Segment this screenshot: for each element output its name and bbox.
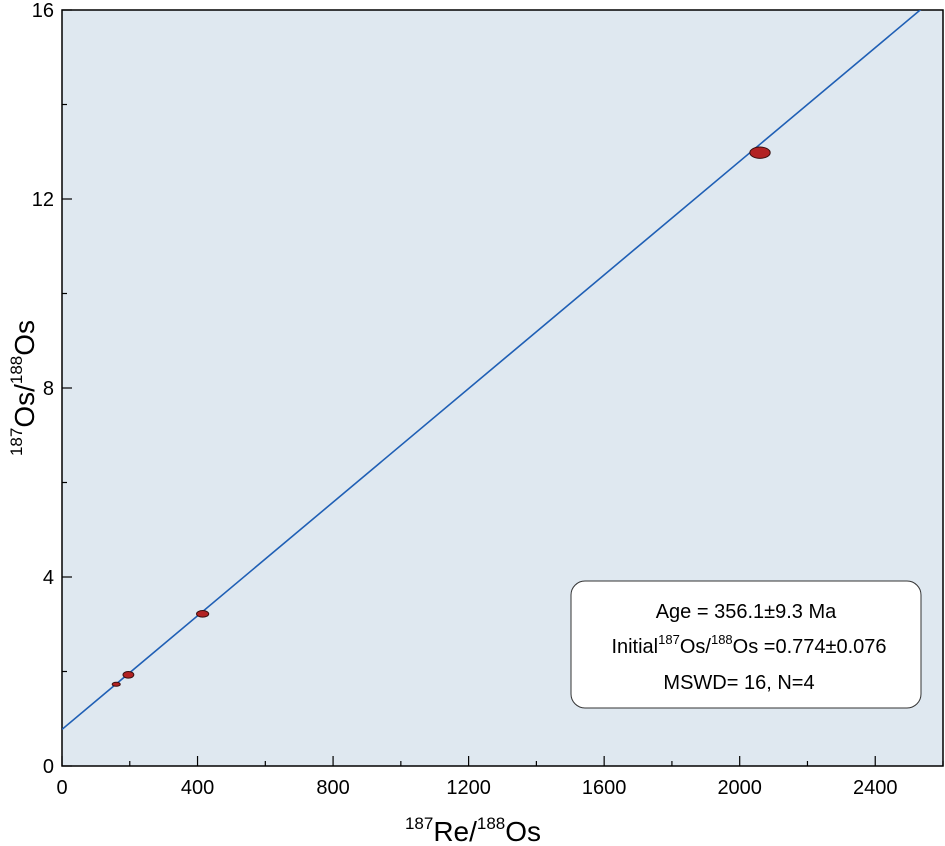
x-axis-label: 187Re/188Os <box>405 814 541 846</box>
x-tick-label: 2400 <box>853 777 898 799</box>
annotation-mswd: MSWD= 16, N=4 <box>663 672 814 694</box>
annotation-box: Age = 356.1±9.3 Ma Initial187Os/188Os =0… <box>570 580 922 709</box>
x-tick-label: 0 <box>56 777 67 799</box>
y-axis-ticks: 0 4 8 12 16 <box>32 0 72 778</box>
data-point-ellipse <box>196 610 210 618</box>
data-point-ellipse <box>749 146 771 159</box>
x-tick-label: 1200 <box>446 777 491 799</box>
y-tick-label: 16 <box>32 0 54 22</box>
y-tick-label: 0 <box>43 756 54 778</box>
data-points <box>111 146 771 687</box>
x-tick-label: 400 <box>181 777 214 799</box>
y-tick-label: 4 <box>43 567 54 589</box>
x-tick-label: 800 <box>316 777 349 799</box>
isochron-line <box>62 10 922 731</box>
y-tick-label: 12 <box>32 189 54 211</box>
data-point-ellipse <box>122 671 135 679</box>
x-tick-label: 1600 <box>582 777 627 799</box>
x-tick-label: 2000 <box>717 777 762 799</box>
x-axis-ticks: 0 400 800 1200 1600 2000 2400 <box>56 756 944 799</box>
annotation-initial-ratio: Initial187Os/188Os =0.774±0.076 <box>611 632 886 658</box>
annotation-age: Age = 356.1±9.3 Ma <box>656 601 837 623</box>
y-tick-label: 8 <box>43 378 54 400</box>
y-axis-label: 187Os/188Os <box>7 320 40 456</box>
data-point-ellipse <box>111 681 121 687</box>
